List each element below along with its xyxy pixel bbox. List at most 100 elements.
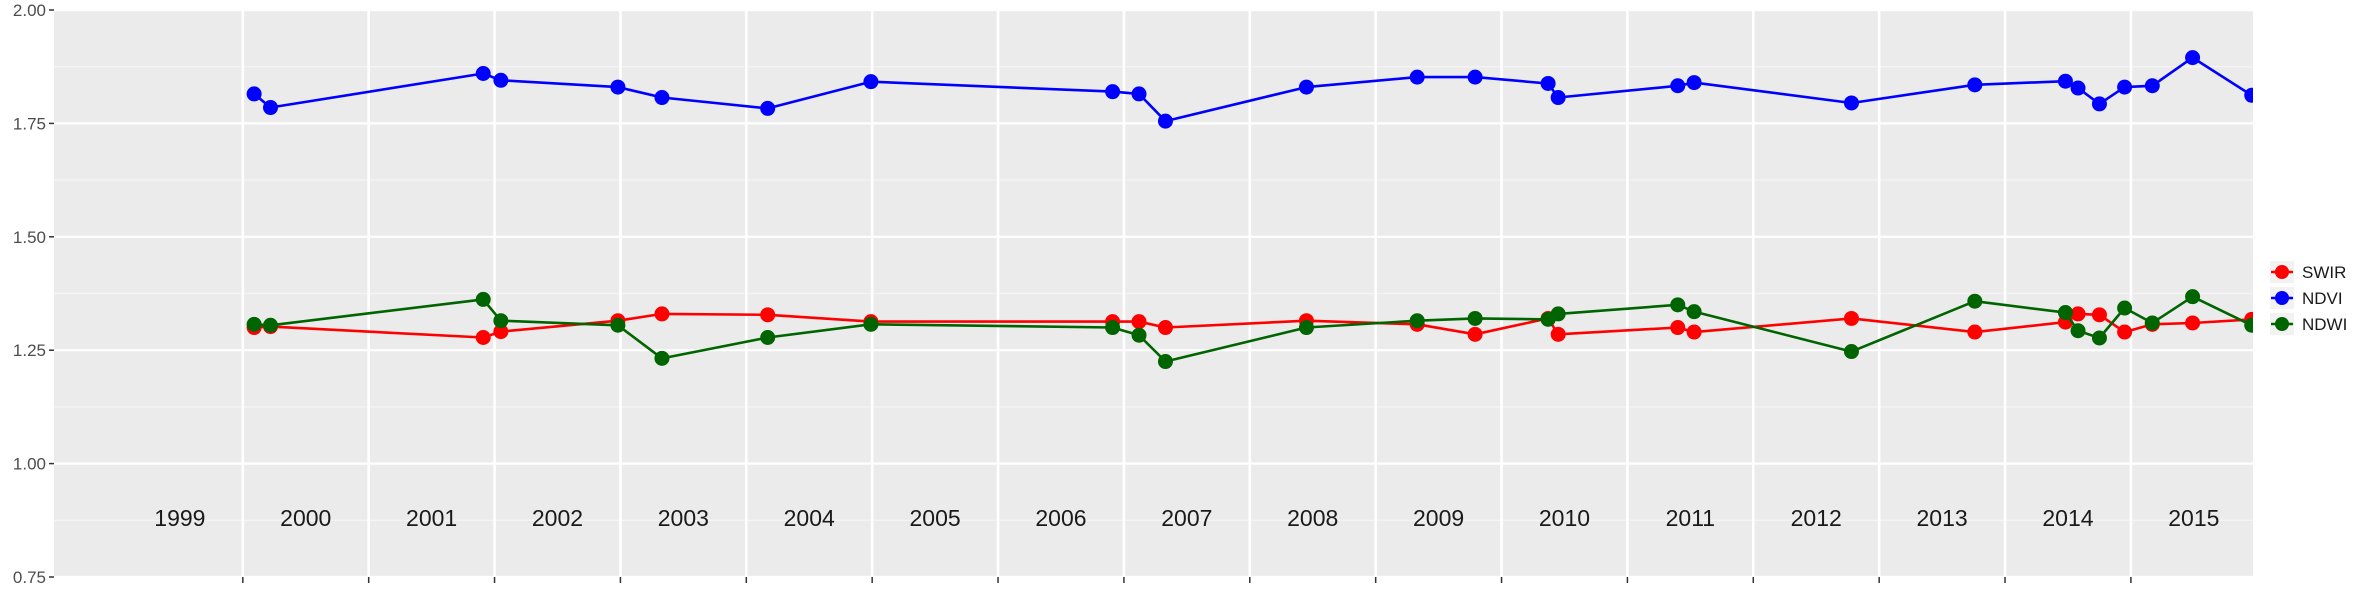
data-point-ndwi	[760, 329, 776, 345]
data-point-ndwi	[2091, 330, 2107, 346]
data-point-ndvi	[863, 74, 879, 90]
data-point-ndwi	[475, 291, 491, 307]
y-tick-label: 0.75	[13, 568, 46, 587]
data-point-ndwi	[1467, 310, 1483, 326]
data-point-ndvi	[654, 90, 670, 106]
year-label: 2003	[658, 505, 709, 531]
data-point-swir	[2117, 324, 2133, 340]
data-point-ndvi	[1967, 77, 1983, 93]
data-point-ndvi	[610, 79, 626, 95]
data-point-ndvi	[263, 100, 279, 116]
legend: SWIR NDVI NDWI	[2270, 261, 2347, 335]
data-point-ndvi	[1843, 95, 1859, 111]
year-label: 2013	[1917, 505, 1968, 531]
year-label: 2015	[2168, 505, 2219, 531]
data-point-ndvi	[1550, 90, 1566, 106]
data-point-ndvi	[1131, 86, 1147, 102]
data-point-ndvi	[1670, 78, 1686, 94]
series-ndvi	[246, 50, 2293, 129]
y-axis: 0.75 1.00 1.25 1.50 1.75 2.00	[13, 1, 54, 587]
series-ndwi	[246, 289, 2253, 370]
data-point-ndwi	[1843, 344, 1859, 360]
data-point-ndvi	[2070, 80, 2086, 96]
data-point-swir	[1131, 314, 1147, 330]
data-point-ndwi	[1131, 327, 1147, 343]
data-point-ndvi	[2258, 77, 2273, 92]
legend-label-ndvi: NDVI	[2302, 289, 2343, 308]
data-point-ndwi	[246, 316, 262, 332]
data-point-ndvi	[2117, 79, 2133, 95]
year-label: 2002	[532, 505, 583, 531]
data-point-ndwi	[2070, 323, 2086, 339]
year-label: 2000	[280, 505, 331, 531]
year-label: 2008	[1287, 505, 1338, 531]
data-point-swir	[654, 306, 670, 322]
data-point-swir	[2070, 306, 2086, 322]
y-tick-label: 2.00	[13, 1, 46, 20]
data-point-ndvi	[1157, 113, 1173, 129]
data-point-swir	[1550, 326, 1566, 342]
data-point-swir	[1843, 310, 1859, 326]
year-label: 2006	[1035, 505, 1086, 531]
data-point-ndvi	[1540, 75, 1556, 91]
data-point-ndvi	[1467, 69, 1483, 85]
legend-key-point	[2275, 265, 2289, 279]
data-point-swir	[1967, 324, 1983, 340]
data-point-ndwi	[2057, 305, 2073, 321]
data-point-swir	[760, 307, 776, 323]
data-point-swir	[1467, 326, 1483, 342]
data-point-ndwi	[610, 317, 626, 333]
legend-key-point	[2275, 317, 2289, 331]
data-point-ndvi	[2144, 78, 2160, 94]
data-point-ndvi	[1409, 69, 1425, 85]
y-tick-label: 1.25	[13, 341, 46, 360]
data-point-ndvi	[760, 100, 776, 116]
gridlines	[54, 8, 2253, 579]
year-label: 2004	[784, 505, 835, 531]
year-label: 2010	[1539, 505, 1590, 531]
data-point-ndwi	[493, 313, 509, 329]
legend-key-point	[2275, 291, 2289, 305]
x-axis: 1999 2000 2001 2002 2003 2004 2005 2006 2007 2008…	[154, 505, 2219, 583]
data-point-swir	[1157, 320, 1173, 336]
data-point-ndwi	[1157, 354, 1173, 370]
data-point-ndwi	[2144, 315, 2160, 331]
data-point-ndwi	[1409, 313, 1425, 329]
data-point-ndvi	[493, 72, 509, 88]
legend-label-ndwi: NDWI	[2302, 315, 2347, 334]
data-point-ndvi	[2091, 96, 2107, 112]
year-label: 2007	[1161, 505, 1212, 531]
data-point-ndvi	[475, 66, 491, 82]
year-label: 2009	[1413, 505, 1464, 531]
data-point-ndwi	[263, 317, 279, 333]
data-point-ndwi	[2244, 317, 2253, 333]
data-point-ndvi	[2244, 87, 2253, 103]
year-label: 1999	[154, 505, 205, 531]
data-point-ndwi	[863, 316, 879, 332]
data-point-ndvi	[2278, 71, 2293, 86]
data-point-ndvi	[1298, 79, 1314, 95]
data-point-ndvi	[1105, 84, 1121, 100]
data-point-ndwi	[1298, 320, 1314, 336]
y-tick-label: 1.75	[13, 114, 46, 133]
year-label: 2005	[910, 505, 961, 531]
data-point-ndwi	[1105, 320, 1121, 336]
data-point-ndvi	[2057, 73, 2073, 89]
series-layer	[246, 50, 2293, 370]
data-point-swir	[1670, 320, 1686, 336]
data-point-swir	[475, 329, 491, 345]
data-point-ndwi	[654, 350, 670, 366]
year-label: 2001	[406, 505, 457, 531]
year-label: 2012	[1791, 505, 1842, 531]
year-label: 2011	[1666, 505, 1715, 531]
data-point-swir	[493, 324, 509, 340]
data-point-ndwi	[1686, 304, 1702, 320]
data-point-ndwi	[2117, 300, 2133, 316]
data-point-ndwi	[1967, 293, 1983, 309]
data-point-swir	[1686, 324, 1702, 340]
year-label: 2014	[2042, 505, 2093, 531]
data-point-ndwi	[1550, 306, 1566, 322]
data-point-ndwi	[1670, 297, 1686, 313]
data-point-ndwi	[2185, 289, 2201, 305]
